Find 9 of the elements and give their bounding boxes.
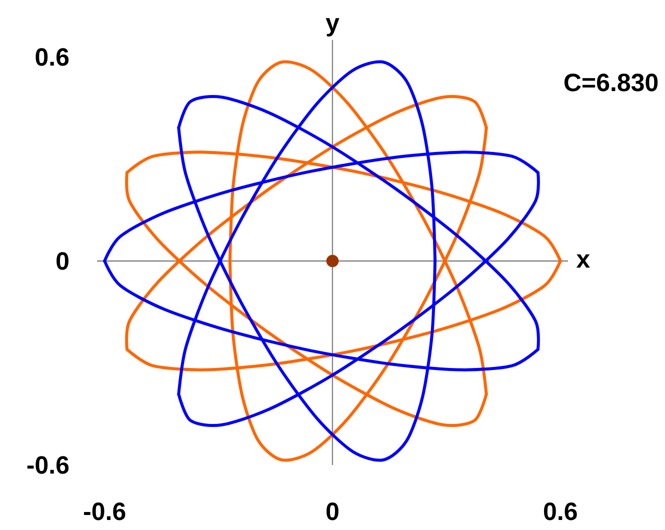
x-axis-title: x [576,254,590,268]
x-tick-label: 0 [326,502,338,520]
x-tick-label: -0.6 [84,502,126,520]
y-tick-label: -0.6 [27,456,69,474]
y-axis-title: y [326,18,340,36]
x-tick-label: 0.6 [544,502,577,520]
y-tick-label: 0.6 [36,48,69,66]
annotation: C=6.830 [564,74,658,92]
y-tick-label: 0 [56,252,68,270]
